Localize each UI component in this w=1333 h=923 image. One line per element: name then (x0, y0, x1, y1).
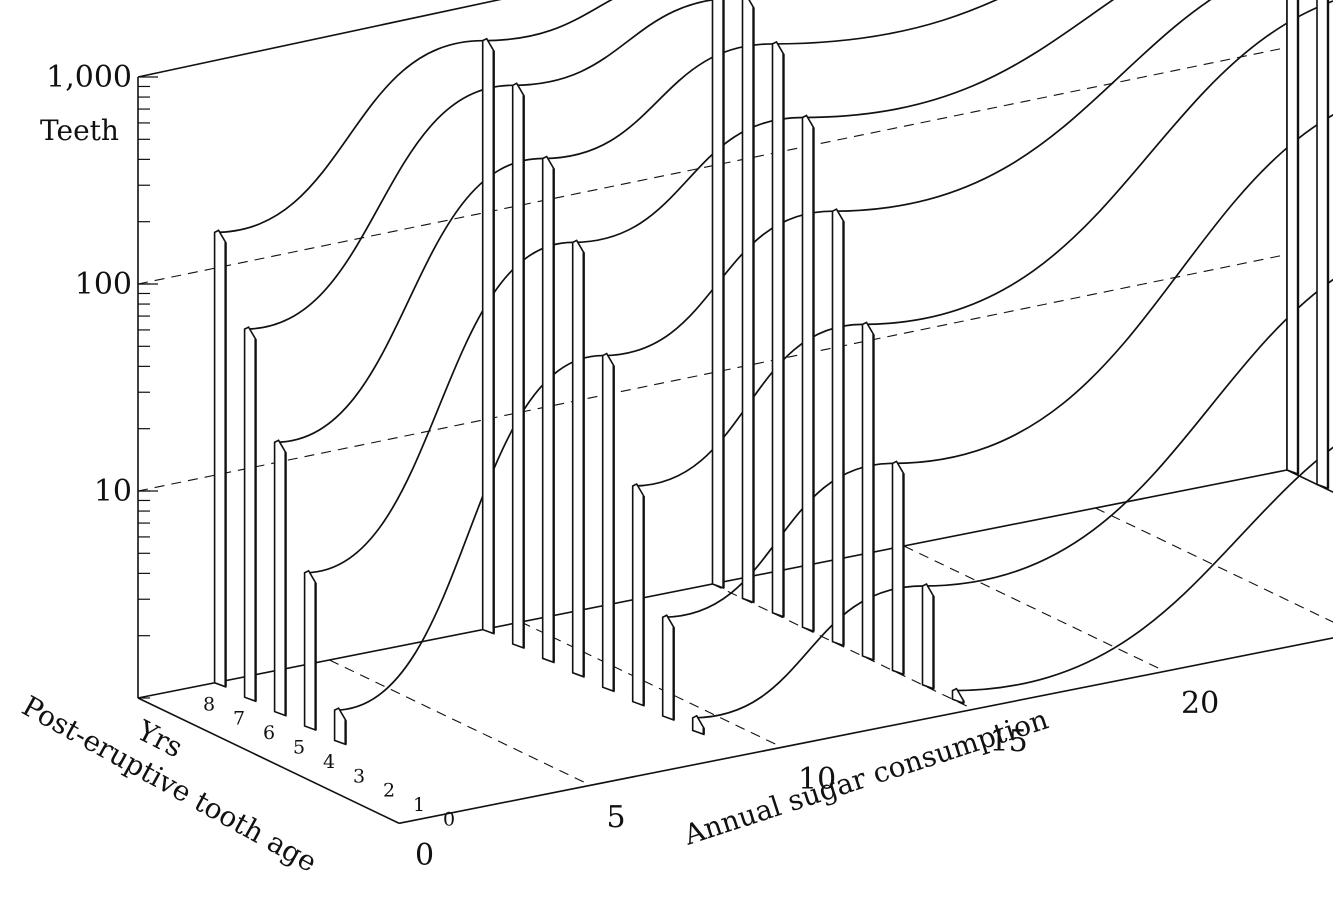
z-tick-label: 5 (293, 737, 305, 759)
back-top-edge (137, 0, 502, 78)
x-tick-label: 10 (798, 762, 836, 797)
bar-age-8-sugar-9 (481, 37, 495, 635)
z-tick-label: 7 (233, 708, 245, 730)
x-tick-label: 0 (415, 838, 434, 873)
x-tick-label: 20 (1181, 686, 1219, 721)
bar-age-0-sugar-15 (951, 687, 965, 705)
bar-age-8-sugar-30 (1286, 0, 1299, 476)
z-tick-label: 8 (203, 693, 215, 715)
z-axis-label: Post-eruptive tooth age (17, 689, 323, 879)
curve-age-4 (334, 0, 1212, 712)
floor-right-edge (1286, 469, 1333, 493)
curve-age-8 (214, 0, 613, 234)
z-tick-label: 6 (263, 722, 275, 744)
x-gridline (712, 583, 974, 710)
bar-age-4-sugar-15 (831, 208, 845, 647)
x-tick-label: 15 (990, 724, 1028, 759)
bar-age-8-sugar-15 (711, 0, 725, 590)
z-tick-label: 1 (413, 794, 425, 816)
bar-age-6-sugar-9 (541, 155, 555, 664)
curve-age-1 (692, 278, 1333, 719)
bar-age-7-sugar-2 (243, 326, 257, 703)
bar-age-3-sugar-15 (861, 321, 875, 662)
x-gridline (520, 621, 783, 748)
bar-age-6-sugar-2 (273, 439, 287, 717)
age-curves (214, 0, 1333, 719)
curve-age-3 (632, 0, 1333, 487)
bar-age-4-sugar-9 (601, 352, 615, 693)
y-tick-label: 100 (75, 267, 132, 302)
curve-age-6 (274, 0, 998, 444)
bar-age-3-sugar-9 (631, 482, 645, 707)
bar-age-5-sugar-15 (801, 114, 815, 633)
bar-age-6-sugar-15 (771, 40, 785, 618)
bar-age-8-sugar-2 (213, 229, 227, 688)
x-gridline (1095, 507, 1333, 623)
z-tick-label: 4 (323, 751, 335, 773)
curve-age-5 (304, 0, 1115, 574)
bars (213, 0, 1330, 746)
bar-age-1-sugar-15 (921, 582, 935, 690)
bar-age-7-sugar-15 (741, 0, 755, 604)
z-tick-label: 2 (383, 780, 395, 802)
curve-age-0 (952, 446, 1333, 692)
z-tick-label: 3 (353, 765, 365, 787)
y-tick-label: 10 (94, 474, 132, 509)
bar-age-2-sugar-15 (891, 460, 905, 676)
bar-age-2-sugar-9 (661, 614, 675, 722)
z-tick-label: 0 (443, 809, 455, 831)
x-tick-label: 5 (607, 800, 626, 835)
bar-age-5-sugar-2 (303, 569, 317, 732)
bar-age-4-sugar-2 (333, 707, 347, 746)
z-axis-line (137, 697, 400, 825)
bar-age-7-sugar-9 (511, 82, 525, 650)
x-gridlines (137, 46, 1333, 786)
bar-age-5-sugar-9 (571, 239, 585, 678)
bar-age-7-sugar-30 (1316, 0, 1329, 490)
x-gridline (329, 659, 591, 786)
y-tick-label: 1,000 (46, 60, 132, 95)
y-axis-label: Teeth (40, 114, 119, 147)
curve-age-2 (662, 114, 1333, 619)
x-gridline (903, 545, 1166, 672)
bar-age-1-sugar-9 (691, 714, 705, 736)
curve-age-7 (244, 0, 718, 330)
axes-frame (137, 0, 1333, 825)
